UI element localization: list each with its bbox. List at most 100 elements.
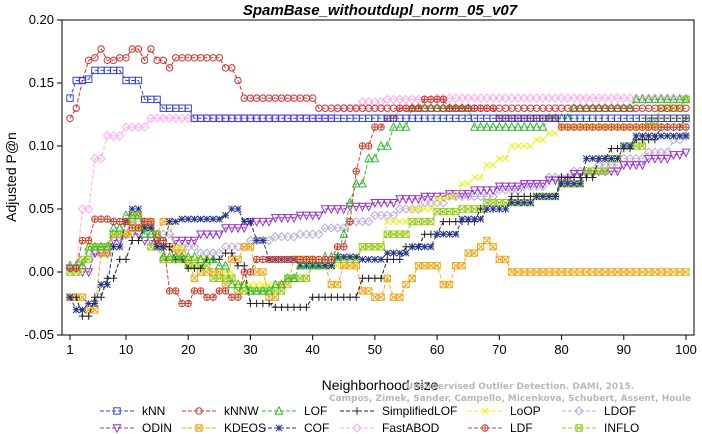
data-point	[309, 262, 317, 270]
data-point	[414, 205, 422, 213]
x-tick-label: 1	[66, 342, 73, 357]
data-point	[97, 293, 105, 301]
data-point	[134, 45, 143, 53]
data-point	[147, 45, 155, 53]
data-point	[643, 147, 654, 158]
data-point	[227, 224, 237, 234]
data-point	[221, 224, 231, 234]
data-point	[396, 293, 404, 301]
data-point	[314, 260, 324, 270]
data-point	[488, 93, 498, 103]
data-point	[134, 236, 143, 245]
x-tick-label: 10	[119, 342, 133, 357]
data-point	[371, 255, 379, 263]
data-point	[228, 64, 236, 72]
data-point	[295, 229, 305, 239]
data-point	[587, 93, 598, 103]
data-point	[195, 424, 203, 432]
data-point	[500, 185, 511, 195]
data-point	[240, 262, 248, 270]
data-point	[357, 216, 368, 227]
data-point	[351, 202, 361, 212]
data-point	[264, 235, 274, 246]
data-point	[482, 121, 492, 131]
data-point	[446, 192, 454, 200]
legend-item-kdeos: KDEOS	[182, 421, 266, 434]
data-point	[277, 303, 286, 311]
data-point	[139, 122, 150, 132]
data-point	[539, 192, 547, 200]
data-point	[663, 123, 672, 131]
data-point	[469, 186, 479, 196]
data-point	[140, 228, 150, 238]
data-point	[389, 199, 399, 209]
data-point	[421, 205, 429, 213]
data-point	[202, 230, 212, 240]
data-point	[345, 197, 355, 207]
data-point	[228, 249, 236, 257]
data-point	[177, 113, 187, 123]
data-point	[614, 155, 622, 163]
data-point	[295, 211, 305, 221]
data-point	[607, 144, 616, 153]
data-point	[383, 255, 392, 264]
legend-label: kNNW	[224, 404, 259, 418]
data-point	[296, 255, 304, 264]
data-point	[669, 123, 678, 131]
data-point	[494, 93, 505, 103]
data-point	[382, 94, 393, 105]
watermark-line-1: Unsupervised Outlier Detection. DAMI, 20…	[406, 382, 634, 392]
data-point	[352, 167, 360, 175]
data-point	[240, 287, 248, 295]
data-point	[84, 268, 94, 278]
data-point	[190, 215, 198, 223]
data-point	[332, 223, 343, 233]
data-point	[364, 153, 374, 163]
data-point	[109, 274, 118, 282]
data-point	[489, 205, 497, 213]
data-point	[637, 161, 647, 171]
data-point	[203, 215, 211, 223]
data-point	[433, 207, 441, 216]
data-point	[514, 192, 522, 201]
data-point	[315, 293, 323, 301]
data-point	[682, 104, 690, 112]
legend-label: LoOP	[510, 404, 541, 418]
data-point	[134, 76, 143, 85]
y-tick-label: -0.05	[24, 327, 54, 342]
data-point	[321, 255, 329, 264]
data-point	[197, 255, 205, 263]
data-point	[96, 153, 106, 164]
data-point	[631, 94, 641, 104]
x-tick-label: 40	[305, 342, 319, 357]
data-point	[408, 217, 416, 226]
data-point	[333, 280, 342, 289]
data-point	[533, 136, 541, 144]
data-point	[275, 424, 283, 432]
data-point	[265, 293, 273, 301]
data-point	[159, 236, 168, 245]
data-point	[277, 279, 287, 289]
data-point	[146, 113, 156, 123]
data-point	[507, 93, 517, 103]
series-ldof	[65, 131, 691, 273]
data-point	[644, 94, 654, 104]
data-point	[222, 211, 230, 219]
data-point	[545, 129, 553, 137]
data-point	[477, 173, 485, 182]
data-point	[650, 147, 660, 158]
data-point	[209, 293, 217, 301]
data-point	[607, 123, 616, 131]
data-point	[507, 182, 517, 192]
x-tick-label: 90	[617, 342, 631, 357]
data-point	[445, 280, 454, 289]
data-point	[532, 121, 542, 131]
data-point	[576, 180, 584, 188]
data-point	[84, 236, 93, 245]
data-point	[501, 121, 511, 131]
data-point	[363, 216, 374, 227]
data-point	[650, 94, 660, 104]
data-point	[662, 147, 673, 158]
data-point	[91, 54, 99, 62]
data-point	[494, 185, 505, 195]
